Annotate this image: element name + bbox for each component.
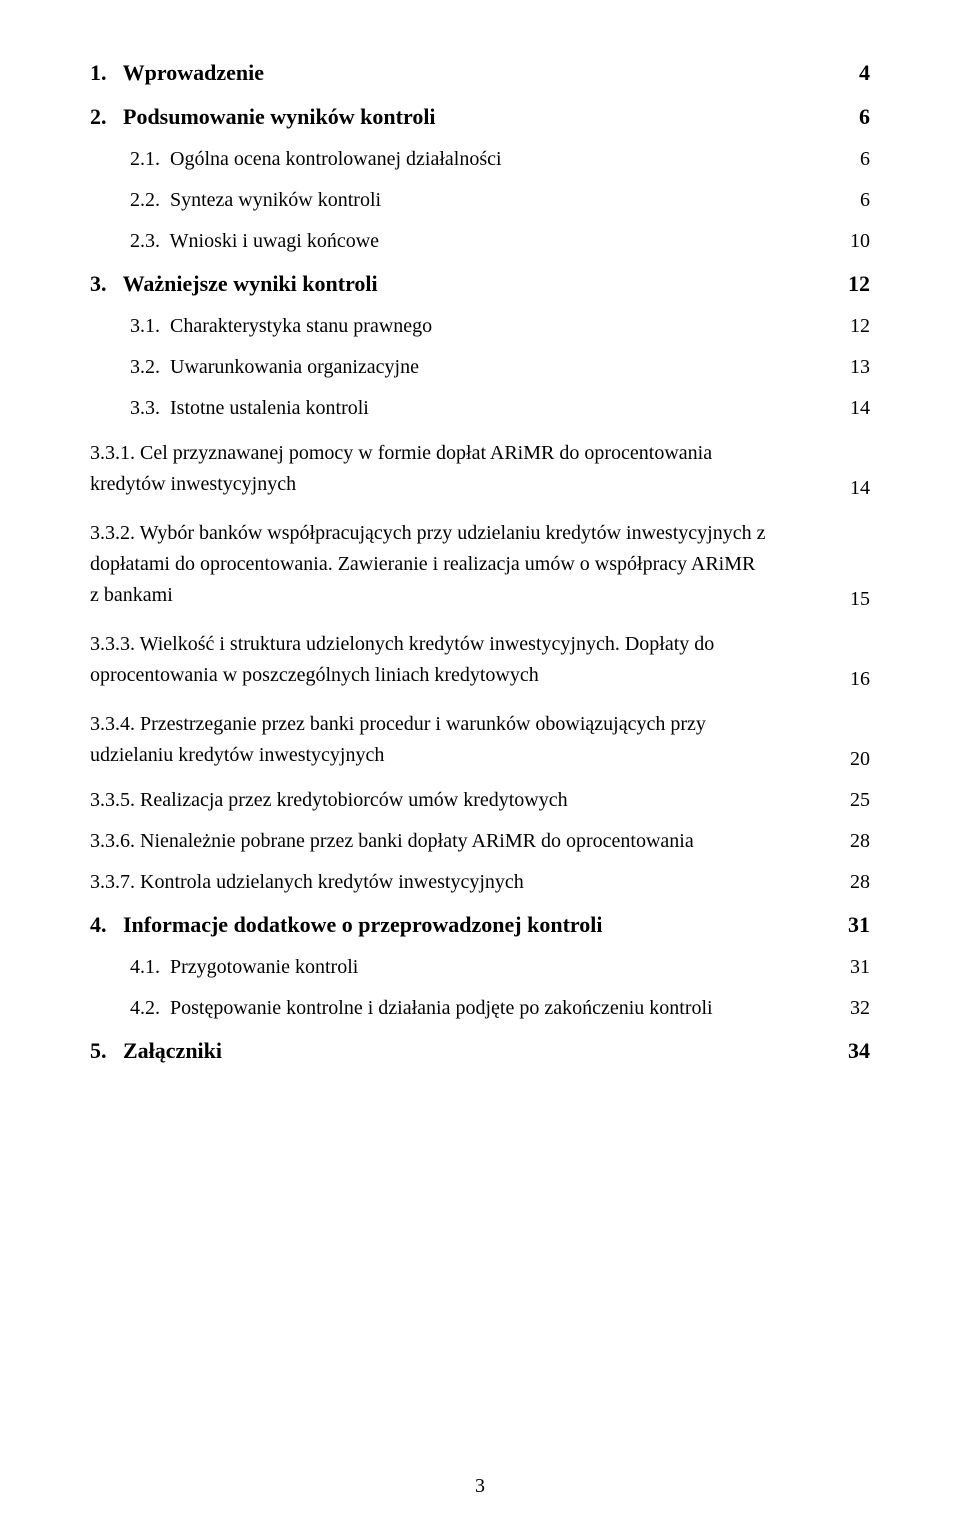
toc-container: 1. Wprowadzenie 4 2. Podsumowanie wynikó… [90,60,870,1064]
toc-entry-3-3: 3.3. Istotne ustalenia kontroli 14 [90,397,870,420]
toc-text-line2: kredytów inwestycyjnych [90,469,830,500]
toc-text: Przygotowanie kontroli [170,956,358,978]
toc-page: 31 [848,912,870,938]
toc-entry-4: 4. Informacje dodatkowe o przeprowadzone… [90,912,870,938]
toc-page: 28 [850,830,870,853]
toc-title: 3.3.1. Cel przyznawanej pomocy w formie … [90,438,850,500]
toc-entry-2-1: 2.1. Ogólna ocena kontrolowanej działaln… [90,148,870,171]
toc-text: 3.3.7. Kontrola udzielanych kredytów inw… [90,871,850,894]
toc-page: 15 [850,588,870,611]
toc-text-line1: 3.3.2. Wybór banków współpracujących prz… [90,518,830,549]
toc-text: Ważniejsze wyniki kontroli [123,271,378,296]
toc-text: Istotne ustalenia kontroli [170,397,369,419]
toc-entry-3-3-2: 3.3.2. Wybór banków współpracujących prz… [90,518,870,611]
toc-entry-4-1: 4.1. Przygotowanie kontroli 31 [90,956,870,979]
toc-entry-3-1: 3.1. Charakterystyka stanu prawnego 12 [90,315,870,338]
toc-title: 3. Ważniejsze wyniki kontroli [90,271,848,297]
toc-text-line2: oprocentowania w poszczególnych liniach … [90,660,830,691]
toc-text: Wprowadzenie [123,60,264,85]
toc-entry-3-3-3: 3.3.3. Wielkość i struktura udzielonych … [90,629,870,691]
page-number: 3 [0,1475,960,1498]
toc-page: 16 [850,668,870,691]
toc-text: Charakterystyka stanu prawnego [170,315,432,337]
toc-entry-3-3-4: 3.3.4. Przestrzeganie przez banki proced… [90,709,870,771]
toc-entry-5: 5. Załączniki 34 [90,1038,870,1064]
toc-title: 2.1. Ogólna ocena kontrolowanej działaln… [130,148,860,171]
toc-entry-3: 3. Ważniejsze wyniki kontroli 12 [90,271,870,297]
toc-title: 3.3.4. Przestrzeganie przez banki proced… [90,709,850,771]
toc-text-line1: 3.3.1. Cel przyznawanej pomocy w formie … [90,438,830,469]
toc-entry-1: 1. Wprowadzenie 4 [90,60,870,86]
toc-title: 2.2. Synteza wyników kontroli [130,189,860,212]
toc-text: 3.3.5. Realizacja przez kredytobiorców u… [90,789,850,812]
toc-text: Ogólna ocena kontrolowanej działalności [170,148,502,170]
toc-num: 3.1. [130,315,160,337]
toc-text: Informacje dodatkowe o przeprowadzonej k… [123,912,603,937]
toc-num: 2.2. [130,189,160,211]
toc-entry-2-2: 2.2. Synteza wyników kontroli 6 [90,189,870,212]
toc-title: 3.1. Charakterystyka stanu prawnego [130,315,850,338]
toc-num: 4.1. [130,956,160,978]
toc-num: 4.2. [130,997,160,1019]
toc-title: 4. Informacje dodatkowe o przeprowadzone… [90,912,848,938]
toc-entry-3-3-6: 3.3.6. Nienależnie pobrane przez banki d… [90,830,870,853]
toc-num: 3. [90,271,107,296]
toc-entry-2: 2. Podsumowanie wyników kontroli 6 [90,104,870,130]
toc-text-line1: 3.3.3. Wielkość i struktura udzielonych … [90,629,830,660]
toc-page: 10 [850,230,870,253]
toc-text: Podsumowanie wyników kontroli [123,104,436,129]
toc-text: Załączniki [123,1038,222,1063]
toc-title: 1. Wprowadzenie [90,60,859,86]
toc-text: Wnioski i uwagi końcowe [170,230,379,252]
toc-page: 6 [859,104,870,130]
toc-text: Uwarunkowania organizacyjne [170,356,419,378]
toc-num: 2.1. [130,148,160,170]
toc-page: 14 [850,397,870,420]
toc-num: 2. [90,104,107,129]
toc-page: 12 [848,271,870,297]
toc-num: 2.3. [130,230,160,252]
toc-entry-4-2: 4.2. Postępowanie kontrolne i działania … [90,997,870,1020]
toc-title: 3.3. Istotne ustalenia kontroli [130,397,850,420]
toc-page: 13 [850,356,870,379]
toc-text-line2: udzielaniu kredytów inwestycyjnych [90,740,830,771]
toc-page: 6 [860,189,870,212]
toc-entry-3-3-1: 3.3.1. Cel przyznawanej pomocy w formie … [90,438,870,500]
toc-page: 32 [850,997,870,1020]
toc-page: 14 [850,477,870,500]
toc-text-line3: z bankami [90,580,830,611]
toc-title: 2. Podsumowanie wyników kontroli [90,104,859,130]
toc-entry-3-2: 3.2. Uwarunkowania organizacyjne 13 [90,356,870,379]
toc-page: 6 [860,148,870,171]
toc-text-line2: dopłatami do oprocentowania. Zawieranie … [90,549,830,580]
toc-page: 12 [850,315,870,338]
toc-text-line1: 3.3.4. Przestrzeganie przez banki proced… [90,709,830,740]
toc-page: 4 [859,60,870,86]
toc-title: 3.3.3. Wielkość i struktura udzielonych … [90,629,850,691]
toc-text: 3.3.6. Nienależnie pobrane przez banki d… [90,830,850,853]
toc-title: 3.2. Uwarunkowania organizacyjne [130,356,850,379]
toc-title: 3.3.2. Wybór banków współpracujących prz… [90,518,850,611]
toc-title: 4.2. Postępowanie kontrolne i działania … [130,997,850,1020]
toc-num: 3.2. [130,356,160,378]
toc-page: 20 [850,748,870,771]
toc-page: 28 [850,871,870,894]
toc-page: 31 [850,956,870,979]
toc-page: 25 [850,789,870,812]
toc-num: 4. [90,912,107,937]
toc-page: 34 [848,1038,870,1064]
toc-text: Postępowanie kontrolne i działania podję… [170,997,713,1019]
toc-num: 1. [90,60,107,85]
toc-num: 3.3. [130,397,160,419]
toc-title: 4.1. Przygotowanie kontroli [130,956,850,979]
toc-entry-3-3-5: 3.3.5. Realizacja przez kredytobiorców u… [90,789,870,812]
toc-text: Synteza wyników kontroli [170,189,381,211]
toc-num: 5. [90,1038,107,1063]
toc-entry-2-3: 2.3. Wnioski i uwagi końcowe 10 [90,230,870,253]
toc-title: 2.3. Wnioski i uwagi końcowe [130,230,850,253]
toc-entry-3-3-7: 3.3.7. Kontrola udzielanych kredytów inw… [90,871,870,894]
toc-title: 5. Załączniki [90,1038,848,1064]
